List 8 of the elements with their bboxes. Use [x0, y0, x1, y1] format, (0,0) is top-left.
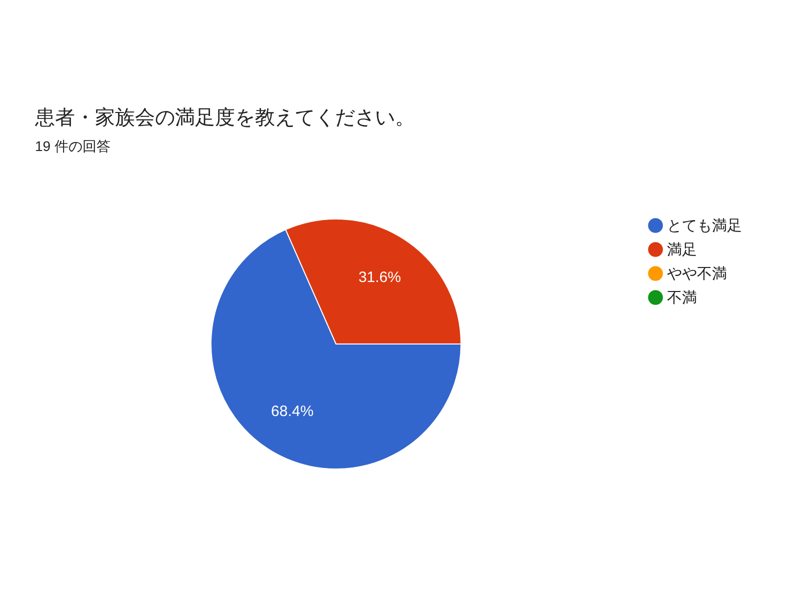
data-label: 31.6%: [358, 269, 401, 286]
chart-title: 患者・家族会の満足度を教えてください。: [34, 107, 415, 129]
legend-label: やや不満: [667, 266, 727, 282]
legend-label: 不満: [667, 290, 697, 306]
text: 19 件の回答: [35, 138, 110, 154]
data-label: 68.4%: [271, 403, 314, 420]
legend-label: とても満足: [667, 218, 742, 234]
legend-label: 満足: [667, 242, 697, 258]
